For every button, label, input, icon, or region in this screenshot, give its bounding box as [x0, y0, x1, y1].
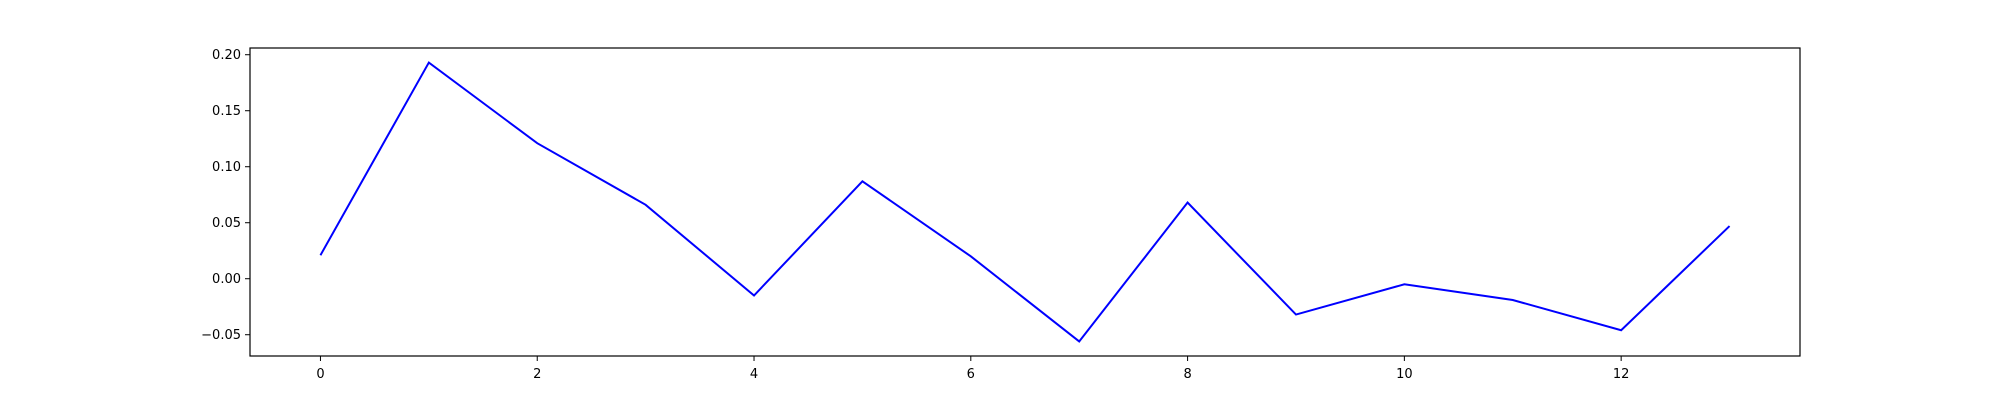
x-tick-label: 2 [533, 367, 541, 382]
x-tick-label: 12 [1613, 367, 1630, 382]
plot-area [319, 61, 1731, 343]
x-tick-label: 4 [750, 367, 758, 382]
y-tick-label: −0.05 [201, 328, 241, 343]
x-axis: 0 2 4 6 8 10 12 [316, 356, 1629, 382]
axes-frame [249, 47, 1801, 357]
y-tick-label: 0.05 [212, 216, 241, 231]
y-tick-label: 0.00 [212, 272, 241, 287]
y-axis: −0.05 0.00 0.05 0.10 0.15 0.20 [201, 48, 250, 343]
x-tick-label: 8 [1183, 367, 1191, 382]
x-tick-label: 0 [316, 367, 324, 382]
y-tick-label: 0.20 [212, 48, 241, 63]
x-tick-label: 10 [1396, 367, 1413, 382]
y-tick-label: 0.10 [212, 160, 241, 175]
series-line [319, 61, 1731, 343]
y-tick-label: 0.15 [212, 104, 241, 119]
x-tick-label: 6 [967, 367, 975, 382]
